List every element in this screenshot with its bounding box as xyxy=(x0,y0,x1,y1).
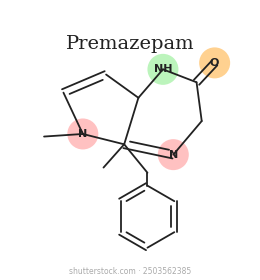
Circle shape xyxy=(67,118,98,150)
Circle shape xyxy=(199,47,230,78)
Text: NH: NH xyxy=(154,64,172,74)
Circle shape xyxy=(158,139,189,170)
Text: O: O xyxy=(210,58,219,68)
Text: shutterstock.com · 2503562385: shutterstock.com · 2503562385 xyxy=(69,267,191,276)
Text: N: N xyxy=(169,150,178,160)
Circle shape xyxy=(147,54,178,85)
Text: Premazepam: Premazepam xyxy=(66,35,194,53)
Text: N: N xyxy=(78,129,87,139)
